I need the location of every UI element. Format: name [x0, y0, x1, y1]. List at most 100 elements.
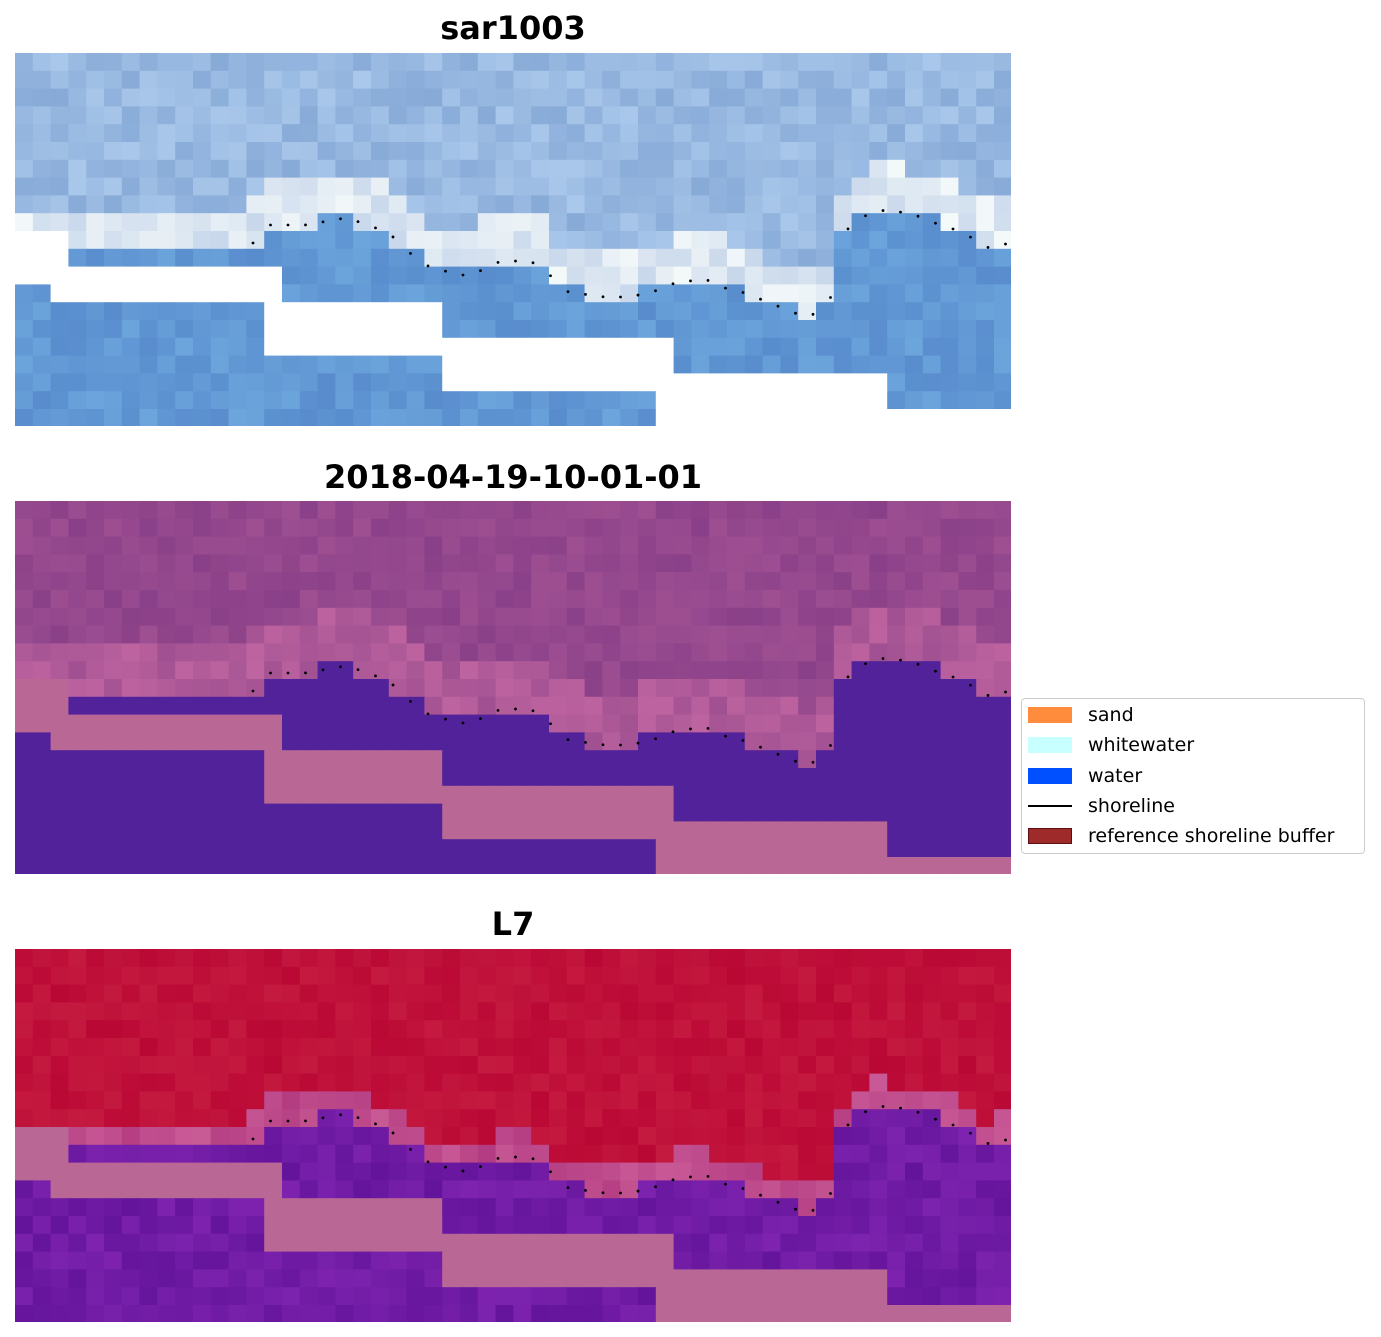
shoreline-point [374, 226, 377, 230]
shoreline-point [864, 1110, 867, 1114]
shoreline-point [251, 241, 255, 245]
shoreline-point [391, 683, 395, 687]
legend-item-sand: sand [1028, 704, 1134, 726]
shoreline-point [654, 289, 657, 293]
shoreline-point [899, 658, 902, 662]
shoreline-point [269, 1119, 272, 1123]
shoreline-point [619, 1191, 622, 1195]
shoreline-point [251, 689, 255, 693]
whitewater-swatch [1028, 737, 1072, 753]
shoreline-point [304, 1119, 307, 1123]
shoreline-point [426, 1160, 430, 1164]
shoreline-point [1004, 242, 1007, 246]
shoreline-point [461, 273, 465, 277]
shoreline-point [444, 269, 447, 273]
shoreline-point [916, 662, 920, 666]
shoreline-point [321, 220, 325, 224]
legend-label-shoreline: shoreline [1088, 795, 1175, 817]
shoreline-point [479, 1165, 482, 1168]
panel-title-3: L7 [491, 905, 535, 943]
shoreline-point [776, 304, 780, 308]
shoreline-point [601, 1191, 605, 1195]
shoreline-point [356, 1116, 360, 1120]
shoreline-point [654, 737, 657, 741]
shoreline-point [811, 312, 815, 316]
water-swatch [1028, 768, 1072, 784]
legend: sand whitewater water shoreline referenc… [1021, 698, 1365, 854]
panel-title-1: sar1003 [440, 9, 586, 47]
shoreline-point [461, 721, 465, 725]
shoreline-point [304, 671, 307, 675]
shoreline-point [811, 760, 815, 764]
shoreline-point [916, 1110, 920, 1114]
shoreline-point [444, 1165, 447, 1169]
shoreline-point [899, 1106, 902, 1110]
shoreline-point [934, 1117, 937, 1121]
image-panel-index [15, 949, 1011, 1322]
index-image [15, 949, 1011, 1322]
shoreline-point [409, 252, 412, 255]
legend-item-whitewater: whitewater [1028, 734, 1194, 756]
shoreline-point [934, 221, 937, 225]
shoreline-point [759, 745, 762, 749]
shoreline-point [794, 759, 797, 763]
shoreline-point [531, 261, 535, 265]
shoreline-point [986, 694, 990, 697]
shoreline-point [356, 220, 360, 224]
shoreline-point [356, 668, 360, 672]
shoreline-point [969, 235, 972, 239]
rgb-image [15, 53, 1011, 426]
shoreline-point [986, 1142, 990, 1145]
shoreline-point [601, 295, 605, 299]
shoreline-line-swatch [1028, 805, 1072, 807]
legend-label-buffer: reference shoreline buffer [1088, 825, 1335, 847]
shoreline-point [671, 282, 675, 286]
shoreline-point [724, 286, 727, 290]
legend-item-shoreline: shoreline [1028, 795, 1175, 817]
shoreline-point [409, 700, 412, 703]
shoreline-point [724, 734, 727, 738]
shoreline-point [654, 1185, 657, 1189]
legend-label-whitewater: whitewater [1088, 734, 1195, 756]
shoreline-point [374, 674, 377, 678]
shoreline-point [671, 1178, 675, 1182]
shoreline-point [899, 210, 902, 214]
shoreline-point [776, 752, 780, 756]
image-panel-rgb [15, 53, 1011, 426]
shoreline-point [304, 223, 307, 227]
shoreline-point [881, 1105, 885, 1108]
shoreline-point [1004, 690, 1007, 694]
shoreline-point [409, 1148, 412, 1151]
shoreline-point [846, 1123, 850, 1127]
shoreline-point [794, 311, 797, 315]
shoreline-point [829, 296, 832, 299]
legend-label-sand: sand [1088, 704, 1134, 726]
shoreline-point [951, 227, 955, 231]
shoreline-point [286, 671, 290, 675]
shoreline-point [269, 671, 272, 675]
shoreline-point [1004, 1138, 1007, 1142]
shoreline-point [846, 675, 850, 679]
image-panel-classified [15, 501, 1011, 874]
shoreline-point [776, 1200, 780, 1204]
shoreline-point [391, 1131, 395, 1135]
shoreline-point [881, 209, 885, 212]
shoreline-point [566, 738, 570, 741]
shoreline-point [916, 214, 920, 218]
shoreline-point [584, 741, 587, 744]
shoreline-point [584, 1189, 587, 1192]
shoreline-point [724, 1182, 727, 1186]
shoreline-point [549, 1170, 552, 1174]
shoreline-point [689, 727, 692, 731]
shoreline-point [531, 709, 535, 713]
shoreline-point [759, 297, 762, 301]
shoreline-point [496, 260, 500, 264]
shoreline-point [969, 683, 972, 687]
shoreline-point [619, 743, 622, 747]
shoreline-point [689, 1175, 692, 1179]
shoreline-point [934, 669, 937, 673]
shoreline-point [969, 1131, 972, 1135]
shoreline-point [706, 278, 710, 282]
shoreline-point [986, 246, 990, 249]
shoreline-point [584, 293, 587, 296]
